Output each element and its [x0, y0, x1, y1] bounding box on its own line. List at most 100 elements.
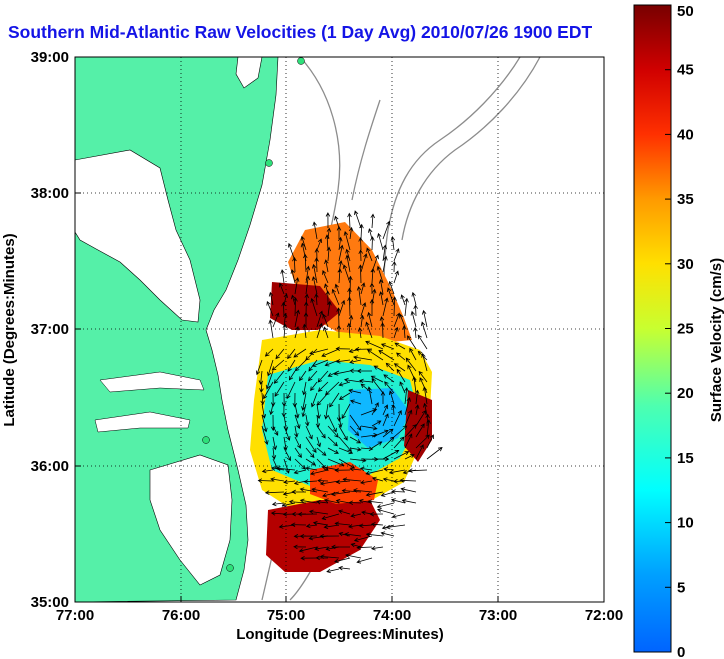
velocity-vector	[259, 381, 264, 393]
velocity-vector	[293, 469, 307, 475]
velocity-vector	[371, 429, 389, 438]
colorbar-tick-label: 25	[677, 321, 694, 338]
velocity-vector	[393, 248, 400, 262]
velocity-vector	[281, 301, 286, 317]
velocity-vector	[325, 546, 340, 551]
velocity-vector	[402, 325, 407, 339]
velocity-vector	[294, 425, 299, 438]
velocity-vector	[302, 323, 307, 339]
velocity-vector	[414, 404, 420, 416]
colorbar-tick-label: 0	[677, 644, 685, 659]
velocity-vector	[356, 285, 362, 306]
velocity-vector	[338, 509, 351, 515]
velocity-vector	[392, 296, 397, 317]
velocity-vector	[314, 293, 319, 306]
velocity-vector	[283, 293, 288, 306]
velocity-vector	[337, 268, 342, 284]
velocity-vector	[271, 501, 285, 507]
velocity-vector	[404, 396, 411, 416]
colorbar-tick-label: 45	[677, 62, 694, 79]
velocity-vector	[415, 423, 425, 438]
velocity-vector	[336, 226, 342, 239]
velocity-vector	[370, 545, 384, 551]
velocity-vector	[293, 348, 307, 358]
velocity-vector	[396, 368, 406, 383]
velocity-vector	[303, 479, 318, 484]
velocity-vector	[261, 403, 267, 419]
velocity-vector	[316, 436, 322, 448]
velocity-vector	[341, 488, 362, 494]
velocity-vector	[361, 510, 373, 516]
velocity-vector	[348, 500, 362, 505]
velocity-vector	[270, 511, 285, 516]
velocity-vector	[305, 425, 313, 440]
velocity-vector	[376, 265, 384, 284]
velocity-vector	[337, 236, 343, 251]
velocity-vector	[338, 565, 351, 571]
velocity-vector	[301, 403, 307, 418]
velocity-vector	[391, 404, 396, 416]
velocity-vector	[283, 479, 296, 485]
velocity-vector	[401, 498, 417, 504]
velocity-vector	[335, 346, 351, 352]
radar-site-marker	[202, 436, 210, 444]
x-tick-label: 74:00	[373, 607, 411, 624]
velocity-vector	[303, 253, 308, 273]
velocity-vector	[359, 314, 365, 328]
velocity-vector	[360, 302, 367, 317]
river-inlet	[94, 411, 191, 433]
velocity-vector	[305, 447, 315, 459]
velocity-vector	[360, 446, 374, 451]
velocity-vector	[299, 370, 307, 382]
velocity-vector	[380, 322, 385, 339]
velocity-vector	[257, 478, 274, 483]
velocity-vector	[371, 441, 383, 449]
velocity-vector	[382, 255, 388, 273]
velocity-vector	[300, 555, 318, 561]
velocity-vector	[421, 309, 428, 328]
velocity-vector	[270, 392, 276, 407]
velocity-vector	[382, 450, 400, 460]
colorbar-tick-label: 5	[677, 579, 685, 596]
velocity-vector	[371, 402, 379, 416]
velocity-vector	[338, 381, 351, 387]
velocity-vector	[311, 392, 318, 408]
velocity-vector	[311, 487, 329, 493]
velocity-vector	[316, 425, 326, 439]
velocity-vector	[291, 294, 296, 306]
velocity-vector	[360, 480, 373, 485]
x-tick-label: 76:00	[162, 607, 200, 624]
velocity-vector	[418, 370, 428, 383]
velocity-vector	[365, 532, 384, 537]
velocity-vector	[293, 297, 298, 317]
velocity-vector	[405, 357, 417, 372]
velocity-vector	[365, 321, 373, 339]
map-title: Southern Mid-Atlantic Raw Velocities (1 …	[8, 22, 593, 42]
x-tick-label: 72:00	[585, 607, 623, 624]
velocity-vector	[315, 555, 329, 561]
velocity-vector	[338, 531, 351, 537]
velocity-vector	[426, 419, 431, 438]
velocity-vector	[370, 375, 384, 383]
velocity-vector	[387, 287, 395, 306]
velocity-vector	[326, 246, 332, 262]
velocity-vector	[368, 228, 373, 240]
velocity-vector	[365, 469, 384, 476]
velocity-vector	[359, 223, 364, 240]
velocity-vector	[358, 264, 363, 284]
velocity-vector	[388, 280, 395, 295]
velocity-vector	[396, 352, 406, 361]
velocity-vector	[425, 413, 430, 427]
delaware-bay	[235, 57, 263, 89]
velocity-vector	[391, 513, 406, 519]
velocity-vector	[382, 404, 389, 416]
velocity-vector	[423, 402, 428, 416]
velocity-vector	[311, 276, 318, 295]
velocity-vector	[378, 291, 384, 306]
velocity-vector	[338, 436, 352, 452]
velocity-vector	[370, 236, 375, 251]
colorbar-tick-label: 35	[677, 191, 694, 208]
map-grid	[75, 57, 604, 602]
velocity-vector	[371, 420, 382, 427]
velocity-vector	[319, 480, 340, 486]
